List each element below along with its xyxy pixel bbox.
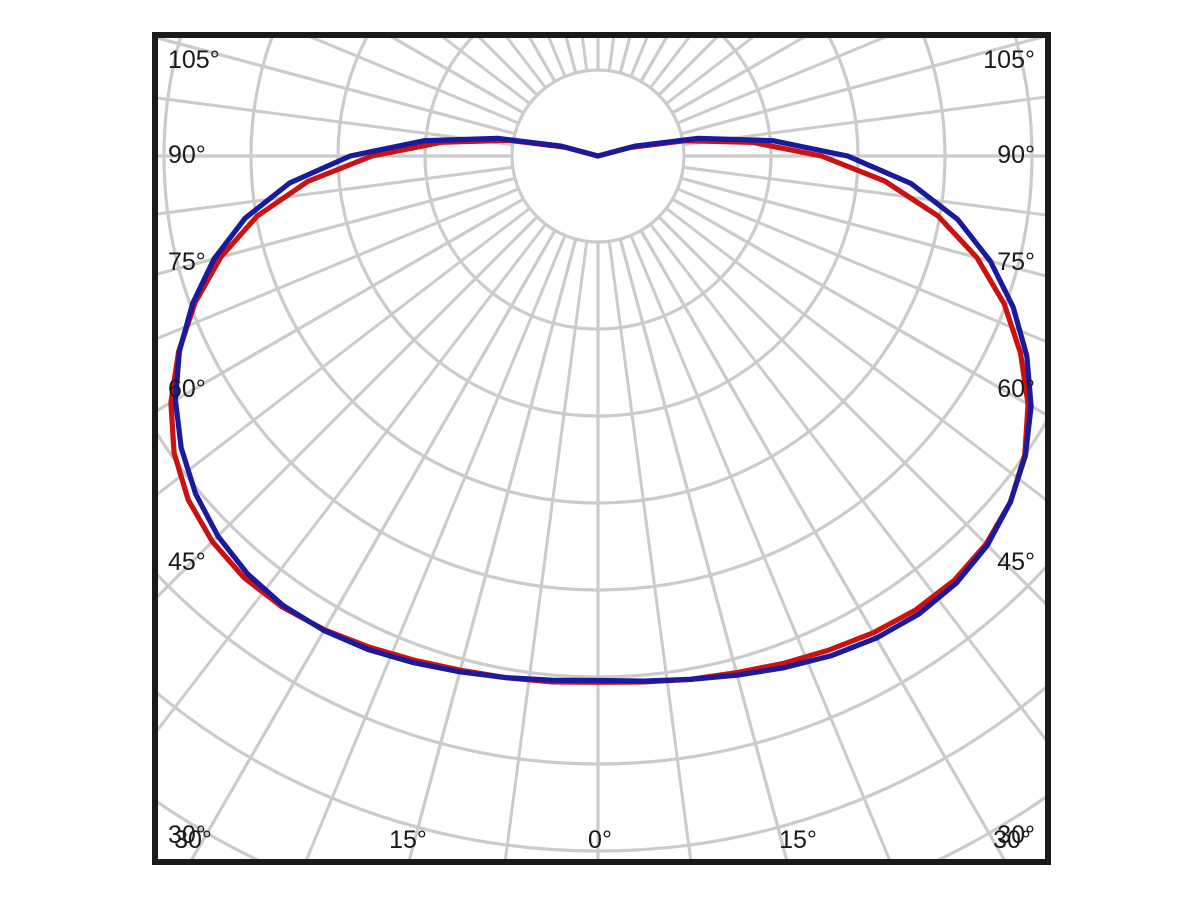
angle-label-left-60: 60° [168,375,206,403]
angular-gridline-right-52.5 [665,207,1045,501]
angle-label-bottom-0: 30° [174,826,212,854]
angular-gridline-right-97.5 [683,95,1045,147]
angle-label-right-30: 30° [997,821,1035,849]
angular-gridline-right-22.5 [629,234,891,859]
radial-gridline-4 [249,38,947,505]
angular-gridline-right-67.5 [676,187,1045,343]
angular-gridline-right-105 [680,38,1045,136]
left-angle-labels: 105° 90° 75° 60° 45° 30° [168,46,220,849]
angle-label-right-90: 90° [997,141,1035,169]
angular-gridline-left-37.5 [158,223,547,732]
angular-gridline-left-67.5 [158,187,520,340]
right-angle-labels: 105° 90° 75° 60° 45° 30° [983,46,1035,849]
bottom-angle-labels: 30° 15° 0° 15° 30° [174,826,1031,854]
angular-gridline-right-75 [680,176,1045,278]
angular-gridline-left-15 [407,238,578,859]
angular-gridline-right-60 [671,197,1045,416]
angular-gridline-left-52.5 [158,207,531,496]
angular-gridline-right-45 [657,215,1045,606]
angular-gridline-left-97.5 [158,96,513,147]
angular-gridline-left-60 [158,197,525,412]
angular-gridline-right-15 [618,238,789,859]
angle-label-left-90: 90° [168,141,206,169]
radial-gridline-3 [336,38,860,418]
angle-label-right-105: 105° [983,46,1035,74]
plot-frame [152,32,1051,865]
angular-gridline-left-75 [158,176,516,276]
angle-label-left-105: 105° [168,46,220,74]
radial-gridline-5 [162,38,1034,592]
angle-label-bottom-3: 15° [779,826,817,854]
angular-gridline-right-37.5 [649,223,1045,742]
radial-gridline-6 [158,420,1045,679]
angle-label-right-60: 60° [997,375,1035,403]
angle-label-left-45: 45° [168,548,206,576]
angle-label-left-30: 30° [168,821,206,849]
intensity-curves [168,135,1034,685]
radial-gridline-7 [158,565,1045,766]
angular-gridline-right-30 [639,229,1006,859]
angle-label-right-75: 75° [997,248,1035,276]
angular-gridline-left-22.5 [305,234,567,859]
angle-label-bottom-1: 15° [389,826,427,854]
angle-label-bottom-4: 30° [993,826,1031,854]
intensity-curve-c90-c270 [172,135,1034,684]
angular-gridline-left-45 [158,215,539,599]
angular-gridline-right-7.5 [607,241,693,859]
angular-gridline-left-105 [158,38,516,136]
angle-label-right-45: 45° [997,548,1035,576]
radial-gridline-2 [423,38,773,331]
radial-gridline-8 [158,685,1045,853]
angular-gridline-left-7.5 [503,241,589,859]
angle-label-bottom-2: 0° [588,826,612,854]
angle-label-left-75: 75° [168,248,206,276]
angular-gridline-left-30 [190,229,557,859]
radial-gridline-1 [510,68,686,244]
